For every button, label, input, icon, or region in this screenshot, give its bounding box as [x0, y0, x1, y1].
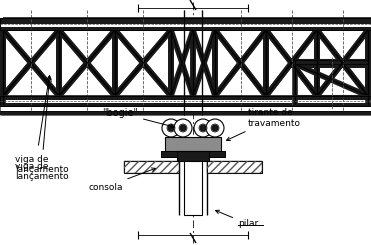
Bar: [0, 18, 371, 24]
Bar: [165, 137, 221, 151]
Circle shape: [199, 124, 207, 132]
Bar: [207, 161, 262, 173]
Bar: [0, 100, 371, 103]
Bar: [3, 30, 171, 96]
Text: viga de
lançamento: viga de lançamento: [15, 76, 69, 174]
Circle shape: [206, 119, 224, 137]
Text: viga de
lançamento: viga de lançamento: [15, 162, 69, 181]
Circle shape: [180, 125, 186, 131]
Bar: [124, 161, 179, 173]
Circle shape: [167, 124, 175, 132]
Circle shape: [211, 124, 219, 132]
Circle shape: [162, 119, 180, 137]
Bar: [161, 151, 225, 157]
Bar: [215, 30, 368, 96]
Bar: [0, 24, 371, 27]
Circle shape: [179, 124, 187, 132]
Text: pilar: pilar: [216, 210, 258, 229]
Bar: [0, 27, 371, 30]
Bar: [0, 106, 371, 111]
Circle shape: [212, 125, 218, 131]
Bar: [177, 151, 209, 161]
Text: consola: consola: [89, 168, 155, 192]
Bar: [295, 60, 368, 68]
Bar: [0, 96, 371, 106]
Circle shape: [168, 125, 174, 131]
Bar: [0, 103, 371, 106]
Bar: [165, 137, 221, 151]
Circle shape: [200, 125, 206, 131]
Bar: [207, 161, 262, 173]
Circle shape: [194, 119, 212, 137]
Bar: [184, 159, 202, 215]
Text: tirante de
travamento: tirante de travamento: [227, 108, 301, 140]
Bar: [0, 18, 371, 30]
Bar: [124, 161, 179, 173]
Circle shape: [174, 119, 192, 137]
Bar: [0, 111, 371, 115]
Text: "bogie": "bogie": [102, 108, 174, 128]
Bar: [0, 96, 371, 100]
